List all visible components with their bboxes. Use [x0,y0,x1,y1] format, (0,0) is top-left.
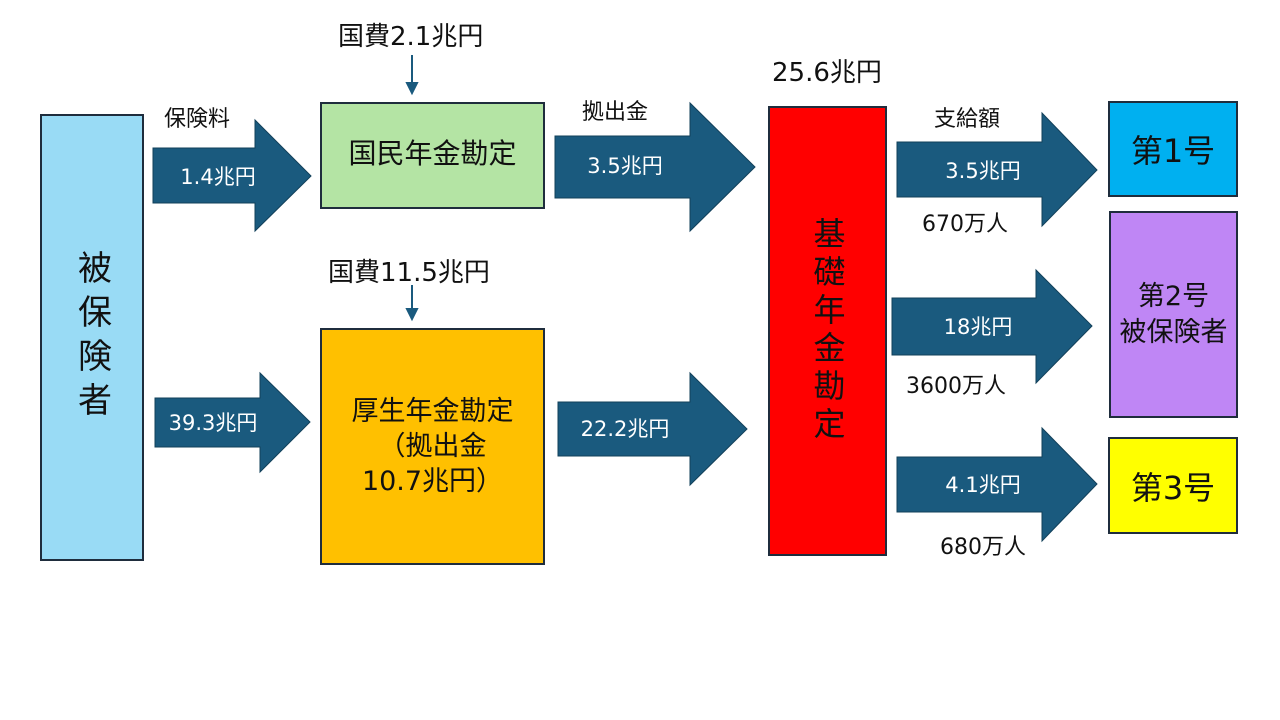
arrow-label-benefit1: 3.5兆円 [945,159,1021,183]
arrow-premium-employees [154,371,311,474]
employees-pension-contribution-amount: 10.7兆円） [361,466,504,498]
benefits-label: 支給額 [934,107,1001,132]
arrow-label-premium-employees: 39.3兆円 [168,411,258,435]
premium-label: 保険料 [164,107,231,132]
state-funds-employees-label: 国費11.5兆円 [328,258,490,288]
people-category3: 680万人 [940,535,1026,560]
arrow-premium-national [152,118,312,233]
arrow-benefit-3 [896,426,1098,543]
national-pension-label: 国民年金勘定 [348,136,517,170]
basic-pension-box: 基礎年金勘定 [768,106,887,556]
arrow-contribution-employees [557,371,748,487]
basic-pension-label: 基礎年金勘定 [808,217,847,445]
category1-box: 第1号 [1108,101,1238,197]
insured-label: 被保険者 [71,249,112,426]
people-category2: 3600万人 [906,374,1006,399]
people-category1: 670万人 [922,212,1008,237]
state-funds-national-label: 国費2.1兆円 [338,22,484,52]
national-pension-box: 国民年金勘定 [320,102,545,209]
arrow-label-contribution-employees: 22.2兆円 [580,417,670,441]
category3-label: 第3号 [1130,468,1216,507]
state-funds-national-arrowhead-icon [405,82,419,96]
arrow-label-benefit2: 18兆円 [943,315,1013,339]
insured-box: 被保険者 [40,114,144,561]
arrow-label-premium-national: 1.4兆円 [180,165,256,189]
employees-pension-label: 厚生年金勘定 [351,395,514,427]
category2-box: 第2号 被保険者 [1109,211,1238,418]
contribution-label: 拠出金 [582,100,649,125]
state-funds-employees-arrowhead-icon [405,308,419,322]
category1-label: 第1号 [1130,132,1216,170]
arrow-label-contribution-national: 3.5兆円 [587,154,663,178]
category2-insured-label: 被保険者 [1119,316,1228,348]
arrow-label-benefit3: 4.1兆円 [945,473,1021,497]
employees-pension-contribution-label: （拠出金 [378,430,487,462]
basic-total-label: 25.6兆円 [772,58,882,88]
employees-pension-box: 厚生年金勘定 （拠出金 10.7兆円） [320,328,545,565]
category3-box: 第3号 [1108,437,1238,534]
arrow-contribution-national [554,101,756,233]
arrow-benefit-1 [896,111,1098,228]
arrow-benefit-2 [891,268,1093,385]
category2-label: 第2号 [1137,281,1210,313]
